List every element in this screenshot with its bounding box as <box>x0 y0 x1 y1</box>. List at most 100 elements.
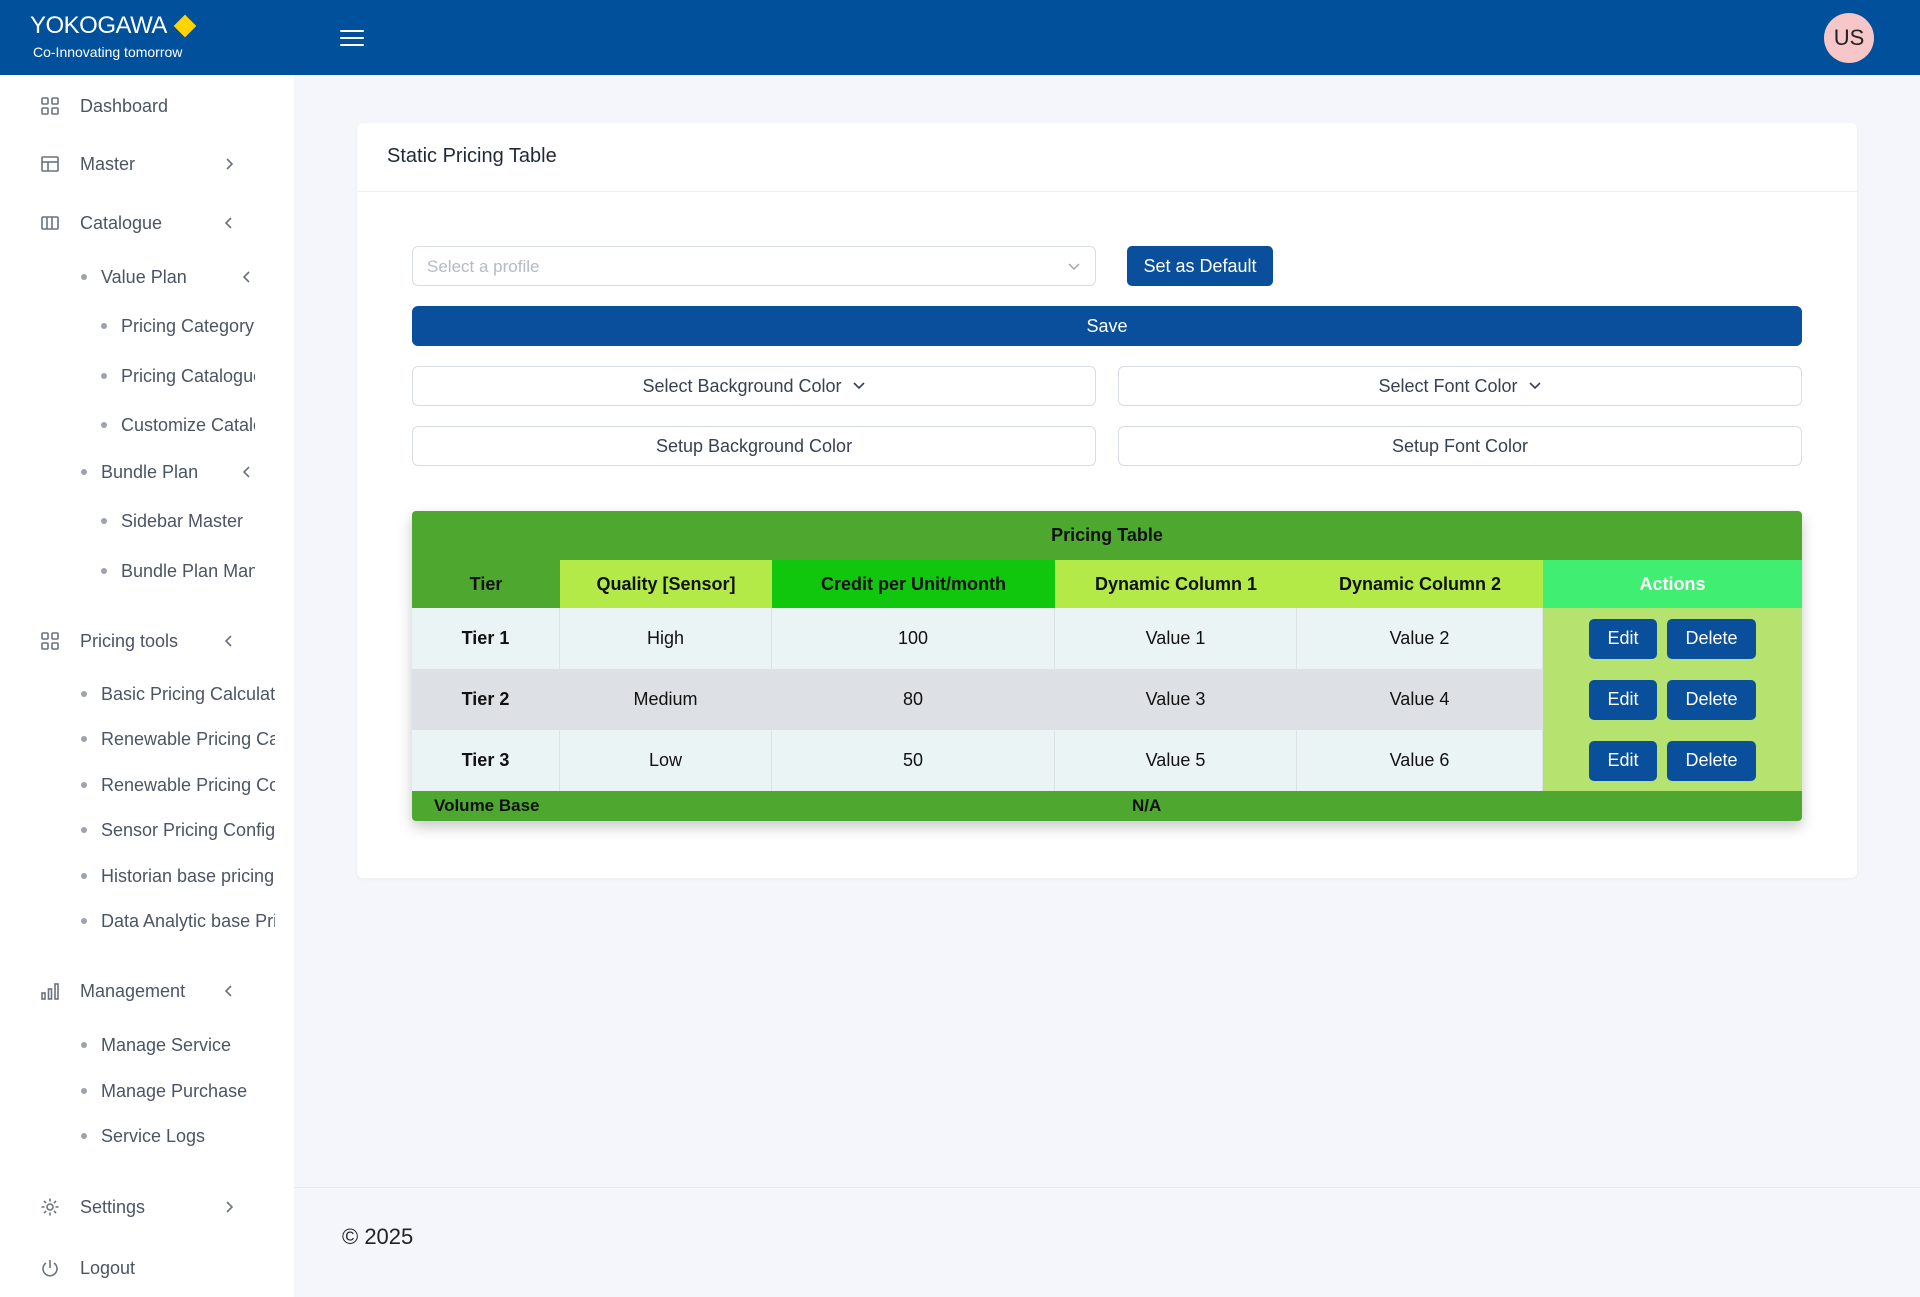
pricing-table-footer: Volume Base N/A <box>412 791 1802 821</box>
sidebar-label: Manage Service <box>101 1034 232 1055</box>
chevron-down-icon <box>1528 382 1541 390</box>
sidebar-label: Settings <box>80 1196 146 1217</box>
edit-button[interactable]: Edit <box>1589 740 1657 781</box>
sidebar-label: Manage Purchase <box>101 1080 248 1101</box>
sidebar-item-pricing-tools[interactable]: Pricing tools <box>0 619 294 663</box>
chevron-left-icon <box>224 635 232 647</box>
page-title: Static Pricing Table <box>387 145 557 167</box>
bullet-dot-icon <box>81 873 87 879</box>
sidebar-item-pricing-catalogue[interactable]: Pricing Catalogue <box>0 359 294 393</box>
bullet-dot-icon <box>101 373 107 379</box>
column-header-dynamic-2: Dynamic Column 2 <box>1297 560 1543 608</box>
sidebar-item-renewable-pricing-co[interactable]: Renewable Pricing Co <box>0 768 294 802</box>
table-cell-tier: Tier 3 <box>412 730 560 791</box>
sidebar-item-master[interactable]: Master <box>0 142 294 186</box>
sidebar-label: Bundle Plan <box>101 461 199 482</box>
table-cell-credit: 100 <box>772 608 1055 669</box>
sidebar-item-bundle-plan-man[interactable]: Bundle Plan Man <box>0 554 294 588</box>
table-cell-dynamic-1: Value 5 <box>1055 730 1297 791</box>
brand-logo[interactable]: YOKOGAWA Co-Innovating tomorrow <box>30 12 197 60</box>
copyright-text: © 2025 <box>342 1224 414 1249</box>
table-cell-credit: 50 <box>772 730 1055 791</box>
table-cell-quality: Low <box>560 730 772 791</box>
sidebar-label: Customize Catalc <box>121 414 255 435</box>
brand-name-row: YOKOGAWA <box>30 12 197 40</box>
sidebar-label: Renewable Pricing Co <box>101 774 275 795</box>
sidebar-label: Data Analytic base Pri <box>101 910 275 931</box>
setup-background-color-button[interactable]: Setup Background Color <box>412 426 1096 466</box>
sidebar-item-historian-pricing[interactable]: Historian base pricing <box>0 859 294 893</box>
sidebar-item-renewable-pricing-ca[interactable]: Renewable Pricing Ca <box>0 722 294 756</box>
sidebar-item-customize-catalogue[interactable]: Customize Catalc <box>0 408 294 442</box>
sidebar-label: Master <box>80 153 136 174</box>
bullet-dot-icon <box>81 918 87 924</box>
pricing-table: Pricing Table Tier Quality [Sensor] Cred… <box>412 511 1802 821</box>
delete-button[interactable]: Delete <box>1667 618 1756 659</box>
sidebar-item-bundle-plan[interactable]: Bundle Plan <box>0 455 294 489</box>
column-header-tier: Tier <box>412 560 560 608</box>
power-icon <box>42 1260 58 1277</box>
chevron-right-icon <box>226 1201 234 1213</box>
table-cell-tier: Tier 2 <box>412 669 560 730</box>
chevron-left-icon <box>242 466 250 478</box>
grid-icon <box>41 97 59 115</box>
menu-toggle-icon[interactable] <box>340 30 364 48</box>
sidebar-item-manage-service[interactable]: Manage Service <box>0 1028 294 1062</box>
sidebar-item-basic-pricing[interactable]: Basic Pricing Calculat <box>0 677 294 711</box>
select-background-color-button[interactable]: Select Background Color <box>412 366 1096 406</box>
sidebar-item-pricing-category[interactable]: Pricing Category <box>0 309 294 343</box>
sidebar-item-settings[interactable]: Settings <box>0 1185 294 1229</box>
chevron-down-icon <box>852 382 865 390</box>
bullet-dot-icon <box>81 782 87 788</box>
setup-font-color-button[interactable]: Setup Font Color <box>1118 426 1802 466</box>
table-cell-dynamic-2: Value 4 <box>1297 669 1543 730</box>
chevron-left-icon <box>224 985 232 997</box>
sidebar-item-catalogue[interactable]: Catalogue <box>0 201 294 245</box>
brand-diamond-icon <box>173 14 197 38</box>
table-cell-quality: Medium <box>560 669 772 730</box>
column-header-dynamic-1: Dynamic Column 1 <box>1055 560 1297 608</box>
sidebar-item-data-analytic[interactable]: Data Analytic base Pri <box>0 904 294 938</box>
sidebar-item-sensor-pricing[interactable]: Sensor Pricing Config <box>0 813 294 847</box>
sidebar-item-value-plan[interactable]: Value Plan <box>0 260 294 294</box>
bullet-dot-icon <box>81 1042 87 1048</box>
sidebar-label: Sidebar Master <box>121 510 244 531</box>
edit-button[interactable]: Edit <box>1589 679 1657 720</box>
user-avatar[interactable]: US <box>1824 13 1874 63</box>
gear-icon <box>41 1198 59 1216</box>
sidebar-item-manage-purchase[interactable]: Manage Purchase <box>0 1074 294 1108</box>
sidebar-label: Renewable Pricing Ca <box>101 728 275 749</box>
sidebar-item-sidebar-master[interactable]: Sidebar Master <box>0 504 294 538</box>
bullet-dot-icon <box>101 518 107 524</box>
sidebar-label: Catalogue <box>80 212 163 233</box>
bullet-dot-icon <box>81 469 87 475</box>
profile-select[interactable]: Select a profile <box>412 246 1096 286</box>
bullet-dot-icon <box>81 736 87 742</box>
set-default-button[interactable]: Set as Default <box>1127 246 1273 286</box>
profile-select-placeholder: Select a profile <box>427 257 540 276</box>
table-cell-actions: Edit Delete <box>1543 608 1802 669</box>
delete-button[interactable]: Delete <box>1667 740 1756 781</box>
columns-icon <box>41 216 59 230</box>
table-layout-icon <box>41 156 59 172</box>
sidebar-label: Historian base pricing <box>101 865 275 886</box>
save-button[interactable]: Save <box>412 306 1802 346</box>
sidebar-item-service-logs[interactable]: Service Logs <box>0 1119 294 1153</box>
sidebar-item-dashboard[interactable]: Dashboard <box>0 84 294 128</box>
sidebar-label: Pricing Catalogue <box>121 365 255 386</box>
sidebar-item-logout[interactable]: Logout <box>0 1246 294 1290</box>
sidebar-label: Bundle Plan Man <box>121 560 255 581</box>
sidebar-item-management[interactable]: Management <box>0 969 294 1013</box>
volume-base-value: N/A <box>1132 796 1162 815</box>
table-cell-actions: Edit Delete <box>1543 669 1802 730</box>
brand-name: YOKOGAWA <box>30 12 167 39</box>
sidebar-label: Pricing Category <box>121 315 255 336</box>
table-cell-dynamic-2: Value 6 <box>1297 730 1543 791</box>
select-font-color-label: Select Font Color <box>1378 375 1518 396</box>
bar-chart-icon <box>41 983 59 1000</box>
chevron-right-icon <box>226 158 234 170</box>
select-font-color-button[interactable]: Select Font Color <box>1118 366 1802 406</box>
delete-button[interactable]: Delete <box>1667 679 1756 720</box>
edit-button[interactable]: Edit <box>1589 618 1657 659</box>
bullet-dot-icon <box>101 323 107 329</box>
